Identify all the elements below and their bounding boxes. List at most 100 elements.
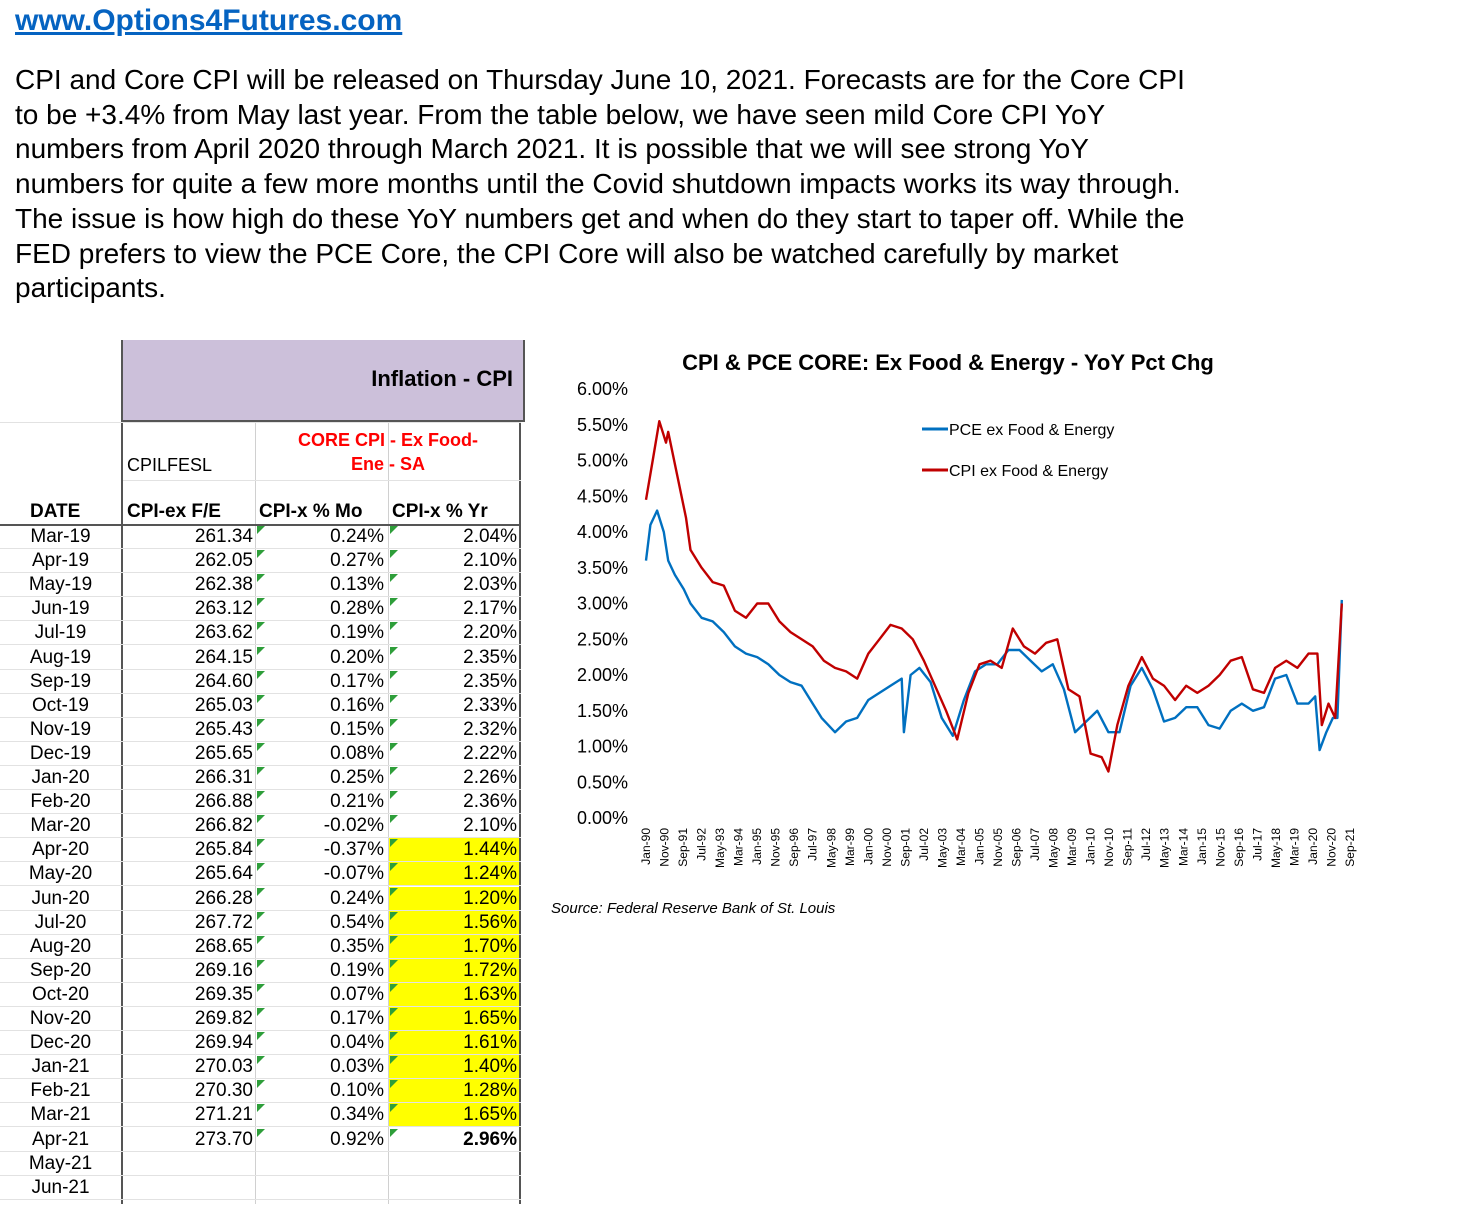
green-indicator-icon — [390, 815, 398, 824]
legend-label: CPI ex Food & Energy — [949, 463, 1108, 480]
cell-date: Mar-19 — [30, 526, 91, 547]
green-indicator-icon — [257, 646, 265, 655]
green-indicator-icon — [390, 839, 398, 848]
cell-date: Nov-20 — [29, 1008, 92, 1029]
cpi-table: Inflation - CPI CPILFESL CORE CPI - Ex F… — [0, 340, 525, 1210]
x-tick-label: Sep-16 — [1232, 828, 1246, 867]
x-tick-label: May-18 — [1269, 828, 1283, 868]
green-indicator-icon — [257, 1080, 265, 1089]
green-indicator-icon — [257, 574, 265, 583]
table-row: May-19 262.38 0.13% 2.03% — [0, 573, 521, 598]
cell-index: 264.60 — [194, 670, 253, 692]
cell-date: Sep-19 — [29, 670, 92, 692]
table-row: Jan-20 266.31 0.25% 2.26% — [0, 766, 521, 790]
cell-date: Apr-20 — [31, 839, 90, 861]
cell-yearly-change: 2.03% — [463, 574, 517, 596]
column-divider — [519, 420, 521, 1204]
row-divider — [0, 1102, 521, 1104]
row-divider — [0, 885, 521, 887]
green-indicator-icon — [257, 622, 265, 631]
cell-index: 268.65 — [194, 935, 253, 957]
cell-yearly-change: 2.10% — [463, 815, 517, 837]
cell-index: 270.03 — [194, 1056, 253, 1078]
green-indicator-icon — [390, 742, 398, 751]
cell-index: 265.65 — [194, 742, 253, 764]
green-indicator-icon — [390, 670, 398, 679]
highlight-cell — [389, 838, 519, 863]
row-divider — [0, 1126, 521, 1128]
row-divider — [0, 548, 521, 549]
x-tick-label: Jan-95 — [750, 828, 764, 865]
y-tick-label: 4.00% — [577, 522, 628, 542]
x-tick-label: Jul-92 — [695, 828, 709, 861]
table-row: Jan-21 270.03 0.03% 1.40% — [0, 1055, 521, 1080]
highlight-cell — [389, 982, 519, 1007]
table-row: Apr-19 262.05 0.27% 2.10% — [0, 549, 521, 574]
table-row: Mar-20 266.82 -0.02% 2.10% — [0, 814, 521, 839]
cell-index: 265.64 — [194, 863, 253, 885]
green-indicator-icon — [257, 718, 265, 727]
green-indicator-icon — [390, 767, 398, 775]
cell-monthly-change: 0.16% — [330, 694, 384, 716]
x-tick-label: Jan-00 — [861, 828, 875, 865]
cell-yearly-change: 2.32% — [463, 718, 517, 740]
table-row: Oct-20 269.35 0.07% 1.63% — [0, 982, 521, 1007]
cell-monthly-change: 0.21% — [330, 791, 384, 813]
row-divider — [0, 668, 521, 670]
x-tick-label: Nov-10 — [1102, 828, 1116, 867]
cell-index: 270.30 — [194, 1080, 253, 1102]
cell-date: Oct-20 — [31, 983, 90, 1005]
cell-monthly-change: 0.34% — [330, 1104, 384, 1126]
green-indicator-icon — [257, 670, 265, 679]
cell-index: 269.82 — [194, 1008, 253, 1029]
cell-date: Jul-19 — [34, 622, 87, 644]
cell-monthly-change — [256, 1152, 384, 1176]
cell-monthly-change: 0.15% — [330, 718, 384, 740]
highlight-cell — [389, 1103, 519, 1128]
cell-yearly-change: 1.70% — [463, 935, 517, 957]
cell-yearly-change: 1.40% — [463, 1056, 517, 1078]
green-indicator-icon — [390, 863, 398, 872]
row-divider — [0, 596, 521, 598]
table-row: Dec-19 265.65 0.08% 2.22% — [0, 742, 521, 766]
cell-date: Jun-20 — [31, 887, 90, 909]
cell-date: Jan-21 — [31, 1056, 90, 1078]
cell-date: Jun-21 — [31, 1176, 90, 1198]
cell-monthly-change: 0.19% — [330, 959, 384, 981]
y-tick-label: 0.50% — [577, 772, 628, 792]
core-inflation-line-chart: 0.00% 0.50% 1.00% 1.50% 2.00% 2.50% 3.00% 3.50%… — [577, 379, 1357, 868]
site-link[interactable]: www.Options4Futures.com — [15, 4, 403, 37]
table-row: Jun-20 266.28 0.24% 1.20% — [0, 886, 521, 911]
cell-index: 262.05 — [194, 550, 253, 572]
green-indicator-icon — [390, 1056, 398, 1065]
row-divider — [0, 957, 521, 959]
cell-yearly-change: 1.65% — [463, 1008, 517, 1029]
green-indicator-icon — [390, 911, 398, 920]
x-tick-label: Jul-07 — [1028, 828, 1042, 861]
cell-index: 265.03 — [194, 694, 253, 716]
x-tick-label: Mar-19 — [1287, 828, 1301, 866]
green-indicator-icon — [390, 983, 398, 992]
table-row: Apr-20 265.84 -0.37% 1.44% — [0, 838, 521, 863]
row-divider — [0, 981, 521, 983]
table-row: May-20 265.64 -0.07% 1.24% — [0, 862, 521, 887]
row-divider — [0, 1150, 521, 1152]
cell-monthly-change: -0.02% — [323, 815, 384, 837]
cell-date: May-19 — [28, 574, 93, 596]
cell-date: Dec-19 — [29, 742, 92, 764]
y-tick-label: 2.50% — [577, 629, 628, 649]
row-divider — [0, 716, 521, 718]
x-tick-label: Sep-96 — [787, 828, 801, 867]
table-row: Sep-20 269.16 0.19% 1.72% — [0, 958, 521, 983]
cell-yearly-change: 2.35% — [463, 670, 517, 692]
cell-date: Nov-19 — [29, 718, 92, 740]
column-divider — [388, 422, 389, 1204]
cell-yearly-change: 1.28% — [463, 1080, 517, 1102]
green-indicator-icon — [390, 718, 398, 727]
x-tick-label: Nov-00 — [880, 828, 894, 867]
cell-index: 265.43 — [194, 718, 253, 740]
cell-index: 273.70 — [194, 1128, 253, 1150]
green-indicator-icon — [390, 959, 398, 968]
intro-paragraph: CPI and Core CPI will be released on Thu… — [15, 64, 1185, 304]
row-divider — [0, 620, 521, 622]
